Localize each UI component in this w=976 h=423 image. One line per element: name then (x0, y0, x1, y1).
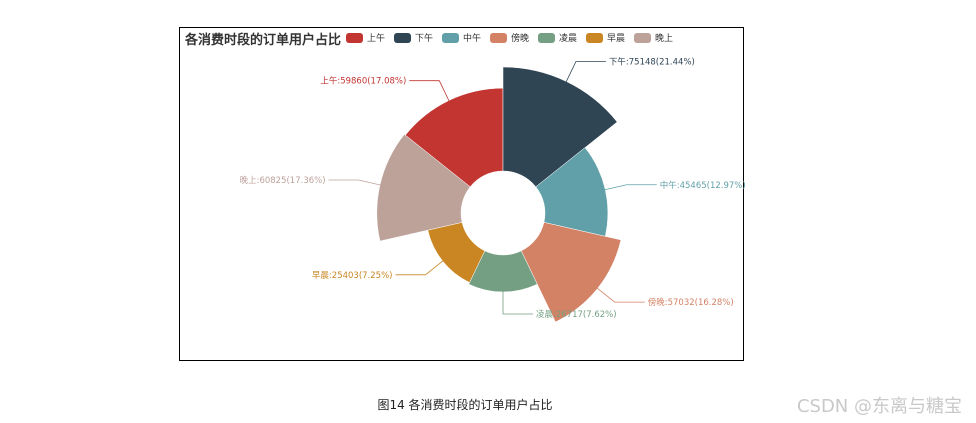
legend-swatch-4[interactable] (538, 33, 555, 43)
legend-label-0[interactable]: 上午 (367, 32, 385, 44)
legend-swatch-2[interactable] (442, 33, 459, 43)
legend-label-4[interactable]: 凌晨 (559, 32, 577, 44)
data-label-4: 凌晨:26717(7.62%) (536, 309, 617, 320)
rose-slice-4[interactable] (468, 250, 538, 293)
figure-caption: 图14 各消费时段的订单用户占比 (377, 398, 553, 412)
legend-label-1[interactable]: 下午 (415, 32, 433, 44)
data-label-3: 傍晚:57032(16.28%) (648, 297, 734, 308)
legend-label-3[interactable]: 傍晚 (511, 32, 529, 44)
chart-legend: 上午 下午 中午 傍晚 凌晨 早晨 晚上 (346, 32, 673, 44)
legend-swatch-5[interactable] (586, 33, 603, 43)
rose-chart: 各消费时段的订单用户占比 上午 下午 中午 傍晚 凌晨 早晨 晚上 上午:59860(17.… (184, 32, 745, 323)
data-label-2: 中午:45465(12.97%) (660, 180, 745, 191)
label-leader-1 (564, 61, 606, 86)
chart-title: 各消费时段的订单用户占比 (184, 32, 341, 48)
chart-slices (376, 66, 622, 323)
data-label-5: 早晨:25403(7.25%) (312, 271, 393, 281)
legend-swatch-6[interactable] (634, 33, 651, 43)
legend-swatch-0[interactable] (346, 33, 363, 43)
watermark: CSDN @东离与糖宝 (796, 396, 962, 417)
legend-label-5[interactable]: 早晨 (607, 33, 625, 44)
legend-swatch-3[interactable] (490, 33, 507, 43)
legend-label-6[interactable]: 晚上 (655, 33, 673, 44)
data-label-0: 上午:59860(17.08%) (320, 76, 406, 87)
label-leader-2 (601, 184, 657, 191)
data-label-6: 晚上:60825(17.36%) (240, 175, 326, 186)
label-leader-0 (409, 80, 451, 105)
legend-label-2[interactable]: 中午 (463, 32, 481, 44)
label-leader-3 (594, 285, 645, 303)
chart-labels: 上午:59860(17.08%) 下午:75148(21.44%) 中午:45465… (240, 57, 745, 320)
label-leader-6 (328, 179, 384, 187)
data-label-1: 下午:75148(21.44%) (609, 57, 695, 68)
chart-frame: 各消费时段的订单用户占比 上午 下午 中午 傍晚 凌晨 早晨 晚上 上午:59860(17.… (179, 27, 745, 361)
label-leader-4 (502, 287, 533, 315)
label-leader-5 (395, 258, 447, 276)
rose-slice-3[interactable] (520, 222, 622, 323)
legend-swatch-1[interactable] (394, 33, 411, 43)
rose-slice-2[interactable] (535, 147, 609, 237)
